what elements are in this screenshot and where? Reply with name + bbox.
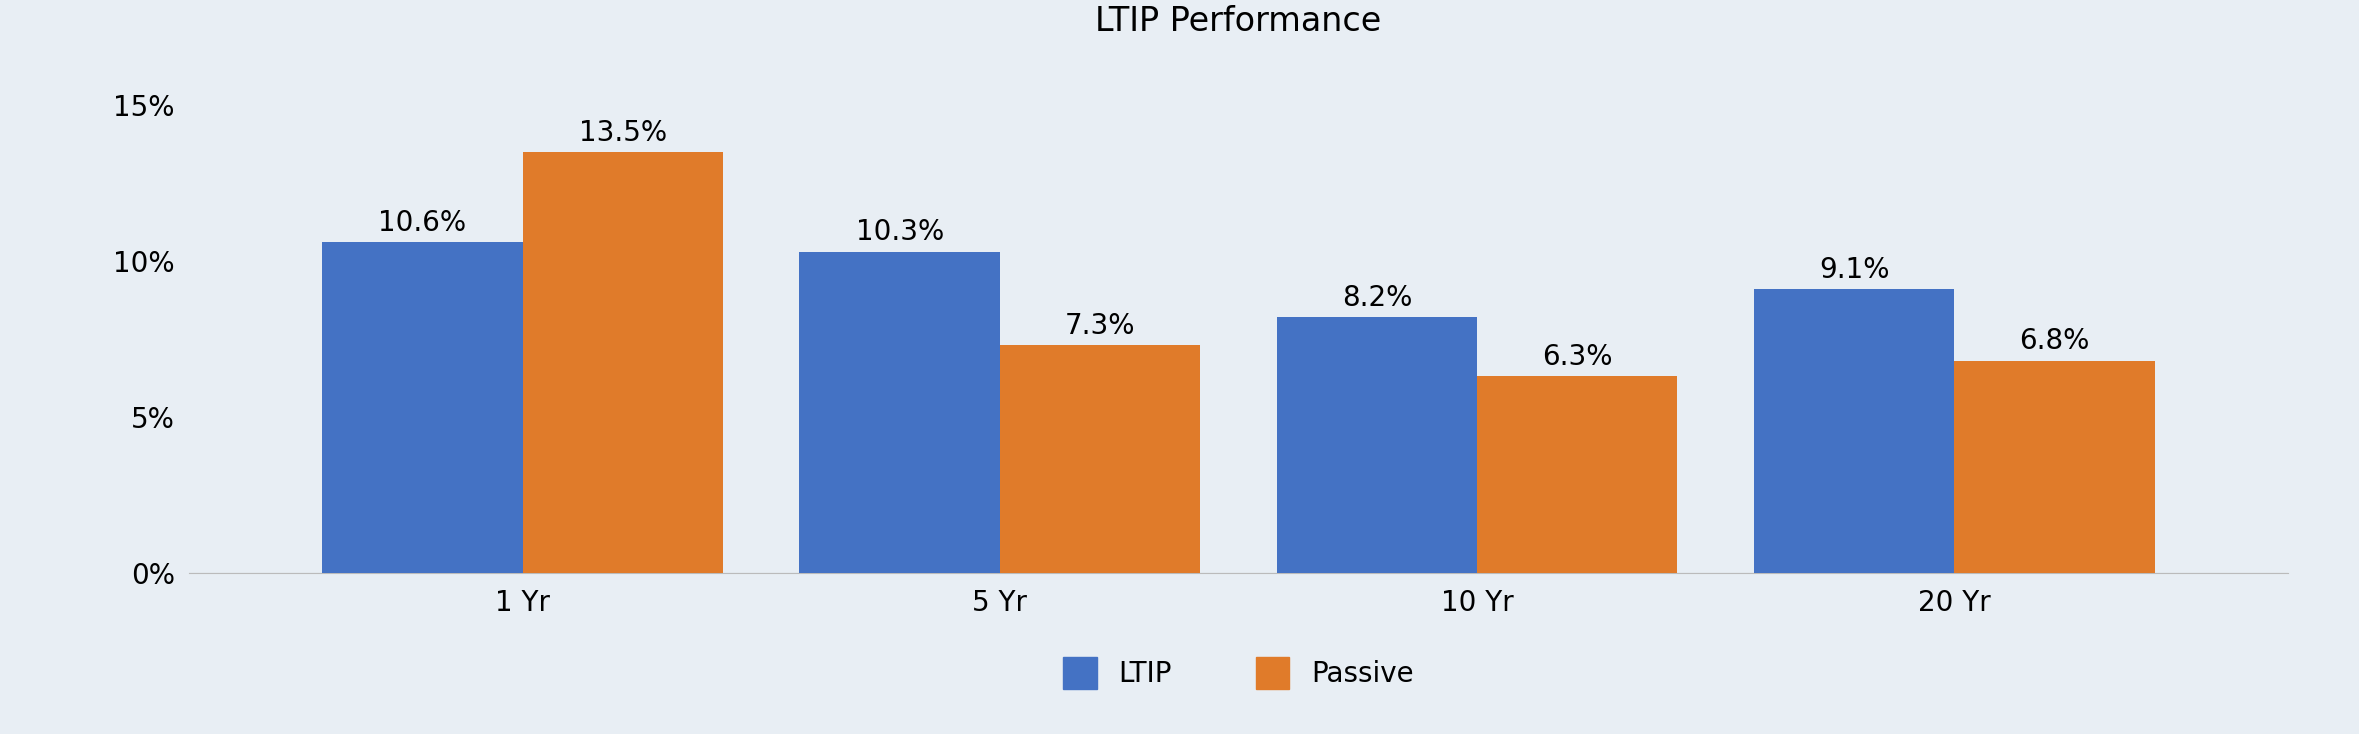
- Title: LTIP Performance: LTIP Performance: [1095, 5, 1382, 38]
- Text: 6.8%: 6.8%: [2019, 327, 2090, 355]
- Bar: [1276, 317, 1477, 573]
- Text: 6.3%: 6.3%: [1543, 343, 1614, 371]
- Bar: [800, 252, 1000, 573]
- Text: 10.6%: 10.6%: [377, 209, 467, 237]
- Bar: [1477, 377, 1677, 573]
- Text: 8.2%: 8.2%: [1342, 283, 1413, 311]
- Text: 10.3%: 10.3%: [856, 218, 944, 246]
- Bar: [323, 242, 524, 573]
- Text: 9.1%: 9.1%: [1819, 255, 1890, 283]
- Text: 13.5%: 13.5%: [578, 118, 668, 147]
- Bar: [1000, 345, 1201, 573]
- Bar: [1953, 361, 2154, 573]
- Bar: [524, 152, 724, 573]
- Text: 7.3%: 7.3%: [1064, 312, 1135, 340]
- Legend: LTIP, Passive: LTIP, Passive: [1050, 643, 1427, 702]
- Bar: [1753, 289, 1953, 573]
